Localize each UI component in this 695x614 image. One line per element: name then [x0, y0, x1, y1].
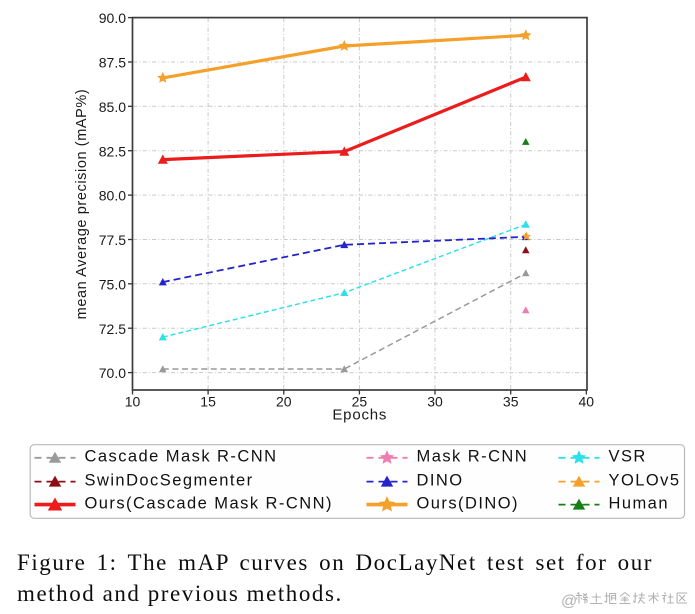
svg-text:15: 15 — [200, 394, 216, 410]
svg-text:87.5: 87.5 — [99, 55, 126, 71]
svg-text:77.5: 77.5 — [99, 232, 126, 248]
svg-text:75.0: 75.0 — [99, 276, 126, 292]
svg-text:40: 40 — [579, 394, 595, 410]
svg-text:72.5: 72.5 — [99, 321, 126, 337]
svg-text:Mask R-CNN: Mask R-CNN — [417, 448, 529, 466]
svg-text:90.0: 90.0 — [99, 10, 126, 26]
svg-text:85.0: 85.0 — [99, 99, 126, 115]
svg-text:Ours(DINO): Ours(DINO) — [417, 494, 520, 512]
svg-text:VSR: VSR — [609, 448, 647, 466]
svg-text:Epochs: Epochs — [332, 407, 387, 424]
svg-text:@: @ — [561, 593, 577, 610]
svg-text:Cascade Mask R-CNN: Cascade Mask R-CNN — [85, 448, 278, 466]
svg-text:YOLOv5: YOLOv5 — [609, 471, 681, 489]
svg-text:30: 30 — [427, 394, 443, 410]
svg-text:mean Average precision (mAP%): mean Average precision (mAP%) — [74, 89, 90, 320]
svg-text:DINO: DINO — [417, 471, 464, 489]
svg-text:10: 10 — [125, 394, 141, 410]
svg-text:20: 20 — [276, 394, 292, 410]
svg-text:82.5: 82.5 — [99, 143, 126, 159]
svg-text:35: 35 — [503, 394, 519, 410]
svg-text:Human: Human — [609, 494, 669, 512]
svg-text:SwinDocSegmenter: SwinDocSegmenter — [85, 471, 254, 489]
svg-text:Ours(Cascade Mask R-CNN): Ours(Cascade Mask R-CNN) — [85, 494, 333, 512]
svg-text:70.0: 70.0 — [99, 365, 126, 381]
svg-text:25: 25 — [352, 394, 368, 410]
svg-text:80.0: 80.0 — [99, 188, 126, 204]
